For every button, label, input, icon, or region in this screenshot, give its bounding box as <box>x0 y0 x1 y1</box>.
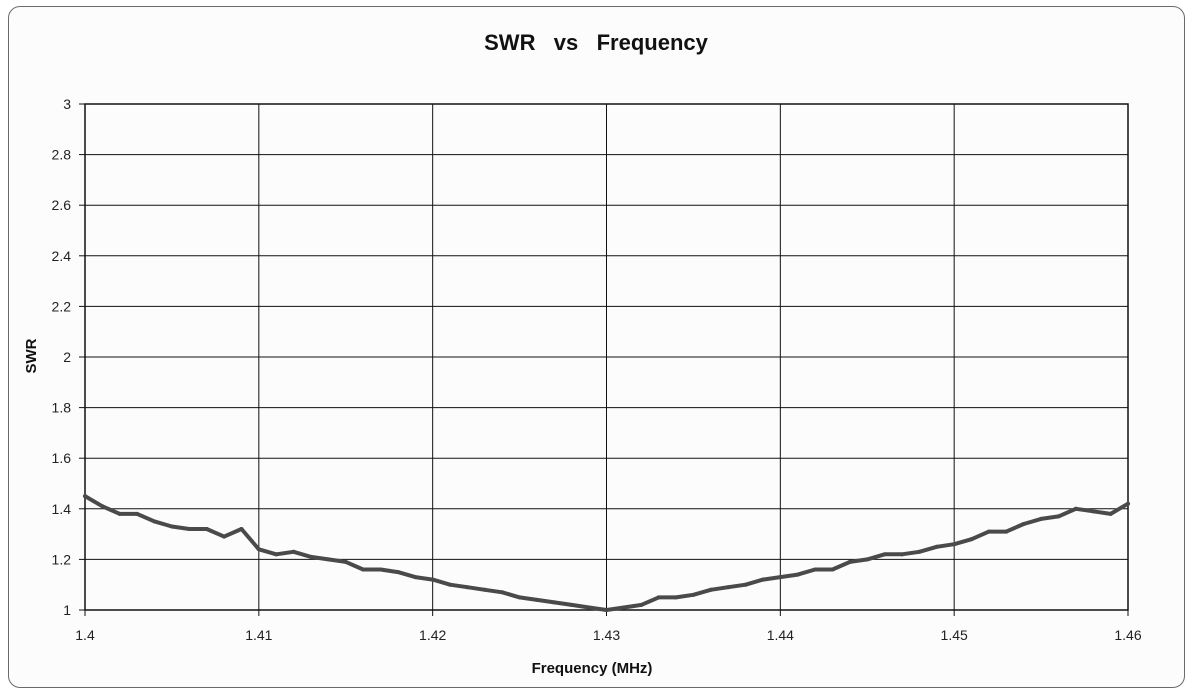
data-point-9 <box>239 527 244 532</box>
data-point-34 <box>674 595 679 600</box>
data-point-47 <box>900 552 905 557</box>
data-point-10 <box>256 547 261 552</box>
chart-title: SWR vs Frequency <box>484 30 708 55</box>
data-point-7 <box>204 527 209 532</box>
data-point-36 <box>708 587 713 592</box>
data-point-43 <box>830 567 835 572</box>
x-tick-label-3: 1.43 <box>593 627 620 643</box>
y-tick-label-8: 2.6 <box>52 197 72 213</box>
data-point-51 <box>969 537 974 542</box>
data-point-28 <box>569 602 574 607</box>
y-tick-label-3: 1.6 <box>52 450 72 466</box>
data-point-41 <box>795 572 800 577</box>
data-point-60 <box>1126 501 1130 506</box>
data-point-50 <box>952 542 957 547</box>
x-tick-label-5: 1.45 <box>941 627 968 643</box>
data-point-59 <box>1108 511 1113 516</box>
data-point-13 <box>308 554 313 559</box>
chart-frame <box>8 6 1185 688</box>
data-point-5 <box>169 524 174 529</box>
data-point-33 <box>656 595 661 600</box>
data-point-22 <box>465 585 470 590</box>
data-point-40 <box>778 575 783 580</box>
y-tick-label-1: 1.2 <box>52 551 72 567</box>
y-tick-label-5: 2 <box>63 349 71 365</box>
data-point-14 <box>326 557 331 562</box>
data-point-1 <box>100 504 105 509</box>
data-point-35 <box>691 592 696 597</box>
data-point-8 <box>222 534 227 539</box>
x-axis-title: Frequency (MHz) <box>532 660 653 677</box>
data-point-42 <box>813 567 818 572</box>
data-points <box>83 494 1130 612</box>
data-point-58 <box>1091 509 1096 514</box>
data-point-20 <box>430 577 435 582</box>
data-point-49 <box>934 544 939 549</box>
data-point-23 <box>482 587 487 592</box>
data-point-25 <box>517 595 522 600</box>
y-tick-label-7: 2.4 <box>52 248 72 264</box>
data-point-29 <box>587 605 592 610</box>
data-point-16 <box>361 567 366 572</box>
data-point-30 <box>604 608 609 612</box>
data-point-54 <box>1021 521 1026 526</box>
data-point-44 <box>847 559 852 564</box>
data-point-55 <box>1039 516 1044 521</box>
data-point-6 <box>187 527 192 532</box>
data-point-56 <box>1056 514 1061 519</box>
y-axis-title: SWR <box>23 338 40 373</box>
data-point-32 <box>639 602 644 607</box>
x-tick-label-6: 1.46 <box>1114 627 1141 643</box>
x-tick-label-0: 1.4 <box>75 627 95 643</box>
data-point-3 <box>135 511 140 516</box>
data-point-48 <box>917 549 922 554</box>
x-tick-label-4: 1.44 <box>767 627 794 643</box>
data-point-18 <box>395 570 400 575</box>
data-point-39 <box>760 577 765 582</box>
data-point-52 <box>986 529 991 534</box>
data-point-53 <box>1004 529 1009 534</box>
data-point-4 <box>152 519 157 524</box>
y-tick-label-9: 2.8 <box>52 147 72 163</box>
data-point-38 <box>743 582 748 587</box>
y-tick-label-4: 1.8 <box>52 400 72 416</box>
data-point-17 <box>378 567 383 572</box>
data-point-27 <box>552 600 557 605</box>
data-point-12 <box>291 549 296 554</box>
data-point-57 <box>1073 506 1078 511</box>
x-tick-labels: 1.4 1.41 1.42 1.43 1.44 1.45 1.46 <box>75 627 1142 643</box>
data-point-26 <box>534 597 539 602</box>
data-point-24 <box>500 590 505 595</box>
x-tick-label-1: 1.41 <box>245 627 272 643</box>
x-tick-label-2: 1.42 <box>419 627 446 643</box>
data-point-2 <box>117 511 122 516</box>
data-point-21 <box>448 582 453 587</box>
y-tick-label-10: 3 <box>63 96 71 112</box>
data-point-31 <box>621 605 626 610</box>
data-point-19 <box>413 575 418 580</box>
data-point-45 <box>865 557 870 562</box>
y-tick-label-6: 2.2 <box>52 298 72 314</box>
data-point-46 <box>882 552 887 557</box>
y-tick-label-2: 1.4 <box>52 501 72 517</box>
data-point-0 <box>83 494 87 499</box>
y-tick-label-0: 1 <box>63 602 71 618</box>
y-tick-labels: 1 1.2 1.4 1.6 1.8 2 2.2 2.4 2.6 2.8 3 <box>52 96 72 618</box>
data-point-15 <box>343 559 348 564</box>
data-point-11 <box>274 552 279 557</box>
data-point-37 <box>726 585 731 590</box>
